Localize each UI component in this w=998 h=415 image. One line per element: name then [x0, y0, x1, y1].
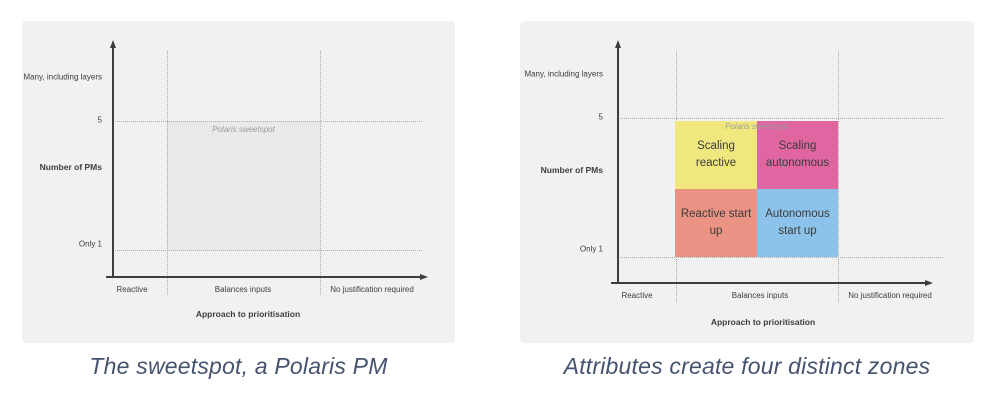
- x-tick-balances-inputs: Balances inputs: [214, 285, 272, 294]
- zone-autonomous-start-up: Autonomous start up: [757, 189, 838, 257]
- x-axis-arrow-icon: [925, 279, 933, 286]
- zone-label: Autonomous start up: [765, 208, 830, 237]
- y-tick-only1: Only 1: [78, 239, 102, 249]
- sweetspot-annotation: Polaris sweetspot: [212, 125, 275, 134]
- y-tick-many: Many, including layers: [23, 72, 102, 82]
- chart-panel: Polaris sweetspot Many, including layers…: [22, 21, 455, 343]
- y-axis-title: Number of PMs: [540, 165, 603, 175]
- y-axis: [617, 47, 619, 283]
- zone-label: Scaling reactive: [695, 140, 737, 169]
- figure-caption: The sweetspot, a Polaris PM: [89, 353, 388, 379]
- sweetspot-region: [167, 121, 320, 250]
- gridline-horizontal-only1: [112, 250, 422, 251]
- sweetspot-annotation: Polaris sweetspot: [725, 122, 788, 131]
- y-axis-arrow-icon: [614, 40, 621, 48]
- x-tick-balances-inputs: Balances inputs: [731, 291, 789, 300]
- x-axis: [611, 282, 927, 284]
- gridline-vertical-right: [320, 51, 321, 295]
- x-axis-arrow-icon: [420, 273, 428, 280]
- gridline-horizontal-5: [112, 121, 422, 122]
- zone-scaling-autonomous: Scaling autonomous: [757, 121, 838, 189]
- y-axis: [112, 47, 114, 277]
- gridline-horizontal-only1: [617, 257, 943, 258]
- zone-label: Reactive start up: [680, 208, 752, 237]
- y-axis-arrow-icon: [109, 40, 116, 48]
- x-tick-reactive: Reactive: [116, 285, 148, 294]
- figure-caption: Attributes create four distinct zones: [563, 353, 931, 379]
- figure-four-zones: Scaling reactive Scaling autonomous Reac…: [520, 21, 974, 415]
- figure-polaris-sweetspot: Polaris sweetspot Many, including layers…: [22, 21, 455, 415]
- gridline-horizontal-5: [617, 118, 943, 119]
- zone-scaling-reactive: Scaling reactive: [675, 121, 757, 189]
- zone-label: Scaling autonomous: [765, 140, 830, 169]
- zone-reactive-start-up: Reactive start up: [675, 189, 757, 257]
- x-tick-no-justification: No justification required: [330, 285, 414, 294]
- x-tick-no-justification: No justification required: [848, 291, 932, 300]
- gridline-vertical-right: [838, 51, 839, 302]
- y-tick-only1: Only 1: [579, 244, 603, 254]
- y-tick-5: 5: [97, 115, 102, 125]
- x-axis-title: Approach to prioritisation: [710, 317, 816, 327]
- chart-panel: Scaling reactive Scaling autonomous Reac…: [520, 21, 974, 343]
- y-axis-title: Number of PMs: [39, 162, 102, 172]
- y-tick-many: Many, including layers: [524, 69, 603, 79]
- x-tick-reactive: Reactive: [621, 291, 653, 300]
- x-axis-title: Approach to prioritisation: [195, 309, 301, 319]
- y-tick-5: 5: [598, 112, 603, 122]
- gridline-vertical-left: [167, 51, 168, 295]
- x-axis: [106, 276, 422, 278]
